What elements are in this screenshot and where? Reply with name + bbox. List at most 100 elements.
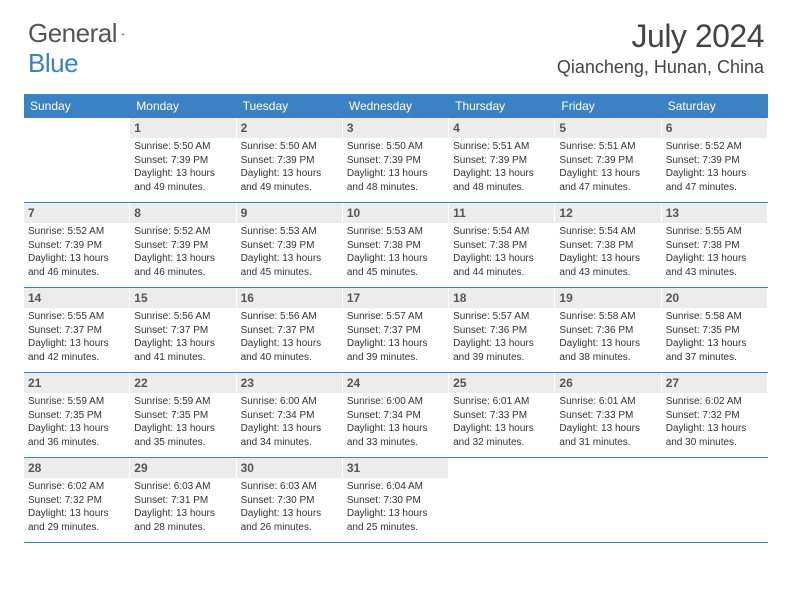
weekday-header: Friday (555, 94, 661, 118)
day-body: Sunrise: 5:53 AMSunset: 7:39 PMDaylight:… (237, 223, 342, 283)
day-body: Sunrise: 6:01 AMSunset: 7:33 PMDaylight:… (555, 393, 660, 453)
daylight-text: Daylight: 13 hours and 46 minutes. (134, 252, 231, 279)
calendar: SundayMondayTuesdayWednesdayThursdayFrid… (24, 94, 768, 543)
sunrise-text: Sunrise: 5:50 AM (241, 140, 338, 154)
week-row: 14Sunrise: 5:55 AMSunset: 7:37 PMDayligh… (24, 288, 768, 373)
week-row: 28Sunrise: 6:02 AMSunset: 7:32 PMDayligh… (24, 458, 768, 543)
week-row: 7Sunrise: 5:52 AMSunset: 7:39 PMDaylight… (24, 203, 768, 288)
sunrise-text: Sunrise: 6:03 AM (241, 480, 338, 494)
sunrise-text: Sunrise: 5:56 AM (241, 310, 338, 324)
day-cell: 23Sunrise: 6:00 AMSunset: 7:34 PMDayligh… (237, 373, 343, 457)
day-cell: 4Sunrise: 5:51 AMSunset: 7:39 PMDaylight… (449, 118, 555, 202)
daylight-text: Daylight: 13 hours and 47 minutes. (666, 167, 763, 194)
daylight-text: Daylight: 13 hours and 49 minutes. (134, 167, 231, 194)
sunrise-text: Sunrise: 5:51 AM (559, 140, 656, 154)
day-cell: 17Sunrise: 5:57 AMSunset: 7:37 PMDayligh… (343, 288, 449, 372)
weekday-header: Sunday (24, 94, 130, 118)
sunset-text: Sunset: 7:39 PM (241, 239, 338, 253)
sunset-text: Sunset: 7:38 PM (559, 239, 656, 253)
day-number: 11 (449, 203, 554, 223)
day-body: Sunrise: 5:50 AMSunset: 7:39 PMDaylight:… (130, 138, 235, 198)
sunrise-text: Sunrise: 5:57 AM (347, 310, 444, 324)
sunset-text: Sunset: 7:39 PM (666, 154, 763, 168)
daylight-text: Daylight: 13 hours and 38 minutes. (559, 337, 656, 364)
sunset-text: Sunset: 7:36 PM (559, 324, 656, 338)
sunset-text: Sunset: 7:38 PM (666, 239, 763, 253)
day-body: Sunrise: 6:03 AMSunset: 7:30 PMDaylight:… (237, 478, 342, 538)
daylight-text: Daylight: 13 hours and 47 minutes. (559, 167, 656, 194)
week-row: 21Sunrise: 5:59 AMSunset: 7:35 PMDayligh… (24, 373, 768, 458)
day-cell: 22Sunrise: 5:59 AMSunset: 7:35 PMDayligh… (130, 373, 236, 457)
day-cell: 1Sunrise: 5:50 AMSunset: 7:39 PMDaylight… (130, 118, 236, 202)
day-body: Sunrise: 5:54 AMSunset: 7:38 PMDaylight:… (449, 223, 554, 283)
sunrise-text: Sunrise: 5:58 AM (666, 310, 763, 324)
sunrise-text: Sunrise: 6:02 AM (28, 480, 125, 494)
day-body: Sunrise: 5:59 AMSunset: 7:35 PMDaylight:… (24, 393, 129, 453)
sunset-text: Sunset: 7:32 PM (666, 409, 763, 423)
daylight-text: Daylight: 13 hours and 40 minutes. (241, 337, 338, 364)
day-number: 1 (130, 118, 235, 138)
sunrise-text: Sunrise: 5:54 AM (453, 225, 550, 239)
day-body: Sunrise: 5:52 AMSunset: 7:39 PMDaylight:… (130, 223, 235, 283)
day-number: 9 (237, 203, 342, 223)
day-cell: 26Sunrise: 6:01 AMSunset: 7:33 PMDayligh… (555, 373, 661, 457)
sunrise-text: Sunrise: 5:55 AM (28, 310, 125, 324)
sunset-text: Sunset: 7:38 PM (347, 239, 444, 253)
daylight-text: Daylight: 13 hours and 29 minutes. (28, 507, 125, 534)
day-body: Sunrise: 5:58 AMSunset: 7:35 PMDaylight:… (662, 308, 767, 368)
daylight-text: Daylight: 13 hours and 30 minutes. (666, 422, 763, 449)
day-cell: 29Sunrise: 6:03 AMSunset: 7:31 PMDayligh… (130, 458, 236, 542)
daylight-text: Daylight: 13 hours and 31 minutes. (559, 422, 656, 449)
day-number: 7 (24, 203, 129, 223)
sunset-text: Sunset: 7:38 PM (453, 239, 550, 253)
daylight-text: Daylight: 13 hours and 41 minutes. (134, 337, 231, 364)
sunset-text: Sunset: 7:30 PM (347, 494, 444, 508)
day-number: 4 (449, 118, 554, 138)
day-number: 24 (343, 373, 448, 393)
day-number: 17 (343, 288, 448, 308)
day-cell: 7Sunrise: 5:52 AMSunset: 7:39 PMDaylight… (24, 203, 130, 287)
day-number: 22 (130, 373, 235, 393)
weekday-header: Saturday (662, 94, 768, 118)
day-body: Sunrise: 6:04 AMSunset: 7:30 PMDaylight:… (343, 478, 448, 538)
day-cell: 12Sunrise: 5:54 AMSunset: 7:38 PMDayligh… (555, 203, 661, 287)
day-number: 2 (237, 118, 342, 138)
sunset-text: Sunset: 7:34 PM (241, 409, 338, 423)
logo: General (28, 18, 147, 49)
weekday-header: Wednesday (343, 94, 449, 118)
sunrise-text: Sunrise: 5:55 AM (666, 225, 763, 239)
day-cell (555, 458, 661, 542)
day-cell: 16Sunrise: 5:56 AMSunset: 7:37 PMDayligh… (237, 288, 343, 372)
sunrise-text: Sunrise: 5:56 AM (134, 310, 231, 324)
sunrise-text: Sunrise: 5:57 AM (453, 310, 550, 324)
day-cell: 9Sunrise: 5:53 AMSunset: 7:39 PMDaylight… (237, 203, 343, 287)
day-body: Sunrise: 5:57 AMSunset: 7:36 PMDaylight:… (449, 308, 554, 368)
logo-text-1: General (28, 18, 117, 49)
day-body: Sunrise: 5:51 AMSunset: 7:39 PMDaylight:… (555, 138, 660, 198)
day-number: 25 (449, 373, 554, 393)
day-number: 12 (555, 203, 660, 223)
sunset-text: Sunset: 7:36 PM (453, 324, 550, 338)
day-body: Sunrise: 5:56 AMSunset: 7:37 PMDaylight:… (237, 308, 342, 368)
sunrise-text: Sunrise: 5:50 AM (347, 140, 444, 154)
day-number: 30 (237, 458, 342, 478)
sunset-text: Sunset: 7:31 PM (134, 494, 231, 508)
sunset-text: Sunset: 7:37 PM (134, 324, 231, 338)
day-cell: 11Sunrise: 5:54 AMSunset: 7:38 PMDayligh… (449, 203, 555, 287)
page-header: General July 2024 Qiancheng, Hunan, Chin… (0, 0, 792, 86)
sunset-text: Sunset: 7:33 PM (453, 409, 550, 423)
daylight-text: Daylight: 13 hours and 39 minutes. (453, 337, 550, 364)
sunrise-text: Sunrise: 5:51 AM (453, 140, 550, 154)
daylight-text: Daylight: 13 hours and 25 minutes. (347, 507, 444, 534)
sunset-text: Sunset: 7:33 PM (559, 409, 656, 423)
daylight-text: Daylight: 13 hours and 48 minutes. (453, 167, 550, 194)
day-body: Sunrise: 6:03 AMSunset: 7:31 PMDaylight:… (130, 478, 235, 538)
sunset-text: Sunset: 7:35 PM (666, 324, 763, 338)
day-cell: 28Sunrise: 6:02 AMSunset: 7:32 PMDayligh… (24, 458, 130, 542)
sunset-text: Sunset: 7:30 PM (241, 494, 338, 508)
sunset-text: Sunset: 7:37 PM (28, 324, 125, 338)
sunset-text: Sunset: 7:35 PM (28, 409, 125, 423)
day-cell: 10Sunrise: 5:53 AMSunset: 7:38 PMDayligh… (343, 203, 449, 287)
sunrise-text: Sunrise: 5:52 AM (134, 225, 231, 239)
day-cell: 21Sunrise: 5:59 AMSunset: 7:35 PMDayligh… (24, 373, 130, 457)
